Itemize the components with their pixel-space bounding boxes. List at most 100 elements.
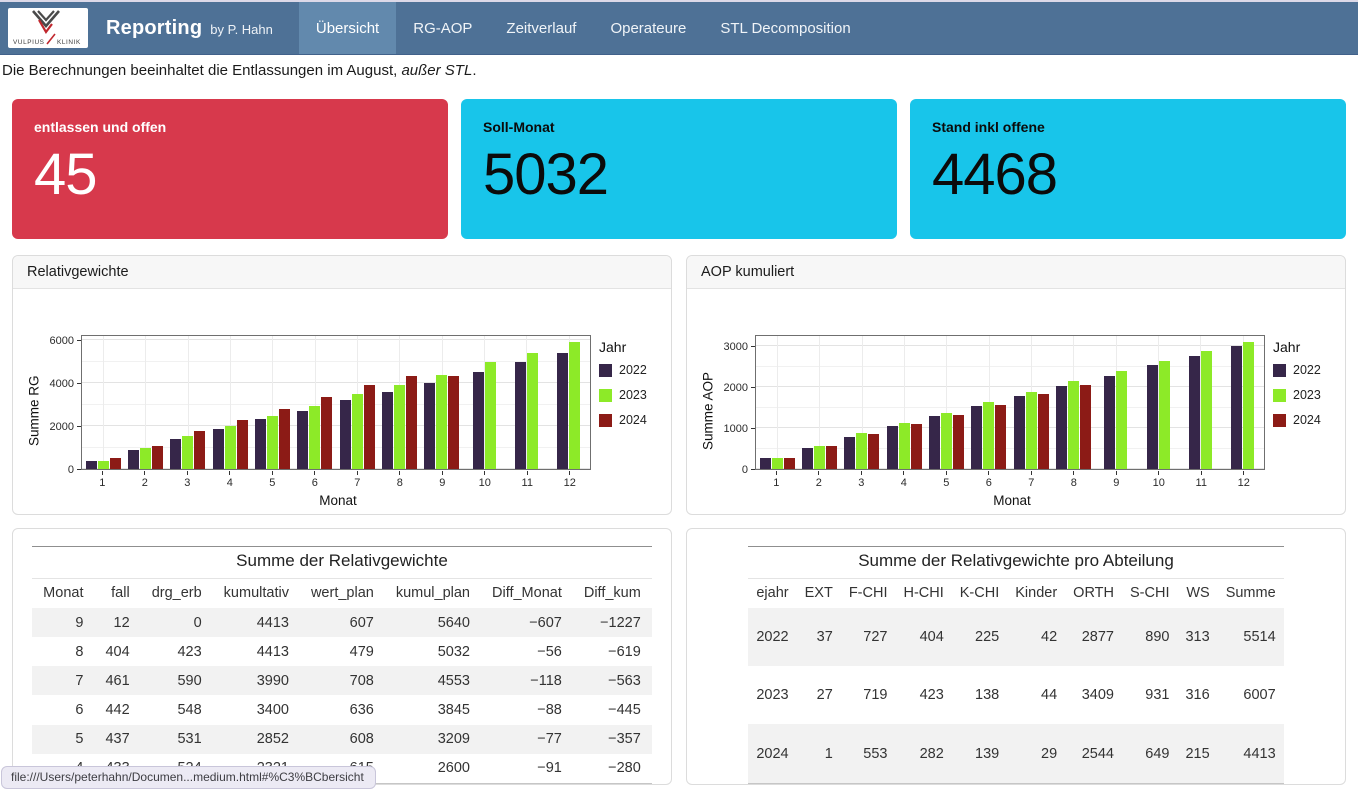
nav-item-rg-aop[interactable]: RG-AOP <box>413 19 473 37</box>
bar-2022-m10 <box>1146 365 1158 469</box>
bar-2024-m7 <box>1037 394 1049 469</box>
bar-2022-m7 <box>339 399 351 469</box>
bar-group-month-4 <box>209 336 251 469</box>
bar-group-month-2 <box>798 336 840 469</box>
bar-group-month-3 <box>841 336 883 469</box>
y-axis-title: Summe RG <box>26 375 42 447</box>
x-axis: 1 2 3 4 5 6 7 8 9 10 11 12 <box>81 471 591 489</box>
legend-swatch-icon <box>599 363 612 377</box>
nav-item-übersicht[interactable]: Übersicht <box>298 2 397 54</box>
x-axis-title: Monat <box>319 493 357 508</box>
x-tick-label: 8 <box>396 477 403 489</box>
x-tick-label: 3 <box>184 477 191 489</box>
bar-2023-m9 <box>436 374 448 469</box>
y-tick-label: 2000 <box>49 421 74 434</box>
legend-item-2023: 2023 <box>1273 388 1333 402</box>
bar-2022-m4 <box>212 429 224 469</box>
bar-2024-m5 <box>278 408 290 469</box>
column-header-drg_erb: drg_erb <box>151 585 202 601</box>
legend-swatch-icon <box>1273 363 1286 377</box>
svg-text:KLINIK: KLINIK <box>57 39 81 46</box>
bar-2022-m10 <box>472 371 484 469</box>
legend-swatch-icon <box>599 388 612 402</box>
column-header-h-chi: H-CHI <box>903 585 944 601</box>
x-tick-label: 10 <box>478 477 491 489</box>
table-row: 9 12 0 4413 607 5640 −607 −1227 <box>32 608 652 638</box>
column-header-fall: fall <box>111 585 130 601</box>
bar-group-month-6 <box>968 336 1010 469</box>
bar-2022-m3 <box>170 438 182 469</box>
bar-group-month-11 <box>505 336 547 469</box>
y-axis-title: Summe AOP <box>700 371 716 451</box>
table-row: 8 404 423 4413 479 5032 −56 −619 <box>75 643 641 660</box>
bar-2022-m9 <box>424 382 436 469</box>
app-subtitle: by P. Hahn <box>210 21 273 37</box>
x-tick-label: 10 <box>1152 477 1165 489</box>
bar-2023-m8 <box>1067 380 1079 469</box>
table-card-relativgewichte: Summe der Relativgewichte Monat fall drg_er… <box>12 528 672 785</box>
brand: Reporting by P. Hahn <box>88 17 299 40</box>
bar-2023-m3 <box>856 433 868 469</box>
bar-group-month-1 <box>82 336 124 469</box>
bar-2023-m5 <box>266 416 278 469</box>
bar-group-month-10 <box>463 336 505 469</box>
kpi-card-entlassen: entlassen und offen 45 <box>12 99 448 239</box>
bar-2023-m10 <box>1158 361 1170 469</box>
bar-2024-m6 <box>321 397 333 469</box>
nav-item-operateure[interactable]: Operateure <box>610 19 687 37</box>
bar-2023-m4 <box>224 426 236 469</box>
bar-group-month-7 <box>1010 336 1052 469</box>
chart-title: Relativgewichte <box>13 256 671 289</box>
bar-2023-m11 <box>1200 350 1212 469</box>
bar-group-month-6 <box>294 336 336 469</box>
bar-2022-m11 <box>514 361 526 469</box>
column-header-kumultativ: kumultativ <box>223 585 289 601</box>
bar-group-month-8 <box>378 336 420 469</box>
bar-2023-m2 <box>813 446 825 469</box>
table-row: 2022 37 727 404 225 42 2877 890 313 5514 <box>748 608 1284 667</box>
bar-2022-m8 <box>1055 386 1067 469</box>
bar-group-month-5 <box>925 336 967 469</box>
x-tick-label: 12 <box>563 477 576 489</box>
bar-2022-m11 <box>1188 355 1200 469</box>
x-tick-label: 2 <box>141 477 148 489</box>
x-tick-label: 2 <box>815 477 822 489</box>
chart-legend: Jahr 2022 2023 2024 <box>1269 299 1333 509</box>
kpi-card-soll-monat: Soll-Monat 5032 <box>461 99 897 239</box>
kpi-label: Soll-Monat <box>483 119 555 135</box>
bar-group-month-4 <box>883 336 925 469</box>
legend-swatch-icon <box>1273 413 1286 427</box>
bar-group-month-8 <box>1052 336 1094 469</box>
nav-item-zeitverlauf[interactable]: Zeitverlauf <box>506 19 577 37</box>
navbar: VULPIUS KLINIK Reporting by P. Hahn Über… <box>0 0 1358 55</box>
bar-2022-m4 <box>886 426 898 469</box>
chart-body: Summe AOP 0 1000 2000 3000 1 2 3 4 5 6 7 8 9 10 11 12 … <box>687 289 1345 514</box>
link-preview-statusbar: file:///Users/peterhahn/Documen...medium… <box>1 766 376 789</box>
column-header-monat: Monat <box>43 585 84 601</box>
bar-2024-m9 <box>448 375 460 469</box>
x-tick-label: 5 <box>269 477 276 489</box>
column-header-k-chi: K-CHI <box>959 585 1000 601</box>
x-tick-label: 9 <box>1113 477 1120 489</box>
vulpius-logo-icon: VULPIUS KLINIK <box>13 10 81 46</box>
bar-group-month-5 <box>251 336 293 469</box>
bar-2023-m12 <box>569 342 581 469</box>
x-tick-label: 9 <box>439 477 446 489</box>
bar-group-month-1 <box>756 336 798 469</box>
bar-2024-m7 <box>363 384 375 469</box>
legend-item-2022: 2022 <box>1273 363 1333 377</box>
table-row: 6 442 548 3400 636 3845 −88 −445 <box>75 702 641 719</box>
app-title: Reporting <box>106 16 203 39</box>
bar-2024-m4 <box>910 423 922 469</box>
bar-2023-m11 <box>526 352 538 469</box>
bar-2023-m7 <box>1025 391 1037 469</box>
bar-2024-m8 <box>1079 385 1091 469</box>
calculation-note: Die Berechnungen beeinhaltet die Entlass… <box>2 62 477 79</box>
bar-2024-m5 <box>952 414 964 469</box>
charts-row: Relativgewichte Summe RG 0 2000 4000 6000 1… <box>0 239 1358 515</box>
bar-group-month-9 <box>421 336 463 469</box>
plot-panel: 0 2000 4000 6000 <box>50 335 591 476</box>
column-header-orth: ORTH <box>1073 585 1114 601</box>
x-axis-title: Monat <box>993 493 1031 508</box>
nav-item-stl-decomposition[interactable]: STL Decomposition <box>720 19 851 37</box>
